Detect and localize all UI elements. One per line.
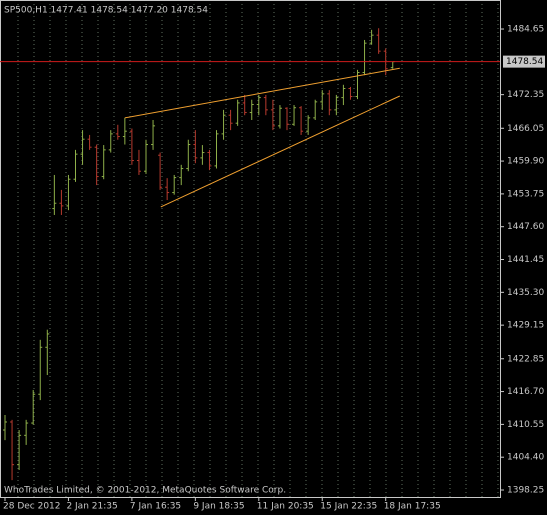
- y-tick-label: 1416.70: [507, 387, 544, 397]
- y-tick-label: 1398.25: [507, 486, 544, 496]
- x-tick-label: 7 Jan 16:35: [130, 502, 181, 512]
- x-tick-label: 11 Jan 20:35: [257, 502, 314, 512]
- y-tick-label: 1466.05: [507, 124, 544, 134]
- y-tick-label: 1435.30: [507, 288, 544, 298]
- x-tick-label: 18 Jan 17:35: [384, 502, 441, 512]
- footer: WhoTrades Limited, © 2001-2012, MetaQuot…: [4, 486, 286, 496]
- y-tick-label: 1410.55: [507, 420, 544, 430]
- x-tick-label: 9 Jan 18:35: [193, 502, 244, 512]
- plot-frame: [0, 0, 501, 498]
- grid: [17, 0, 499, 497]
- y-tick-label: 1429.15: [507, 321, 544, 331]
- trendline: [124, 67, 400, 119]
- y-tick-label: 1459.90: [507, 157, 544, 167]
- trendline: [160, 95, 401, 208]
- price-label: 1478.54: [506, 57, 543, 67]
- y-tick-label: 1404.40: [507, 453, 544, 463]
- x-tick-label: 28 Dec 2012: [3, 502, 61, 512]
- y-tick-label: 1453.75: [507, 189, 544, 199]
- x-tick-label: 15 Jan 22:35: [320, 502, 377, 512]
- price-label-box: [503, 55, 545, 68]
- y-tick-label: 1447.60: [507, 222, 544, 232]
- y-tick-label: 1472.35: [507, 90, 544, 100]
- y-tick-label: 1441.45: [507, 255, 544, 265]
- chart-title: SP500,H1 1477.41 1478.54 1477.20 1478.54: [4, 6, 208, 16]
- y-tick-label: 1422.85: [507, 354, 544, 364]
- y-tick-label: 1484.65: [507, 25, 544, 35]
- x-tick-label: 2 Jan 21:35: [66, 502, 117, 512]
